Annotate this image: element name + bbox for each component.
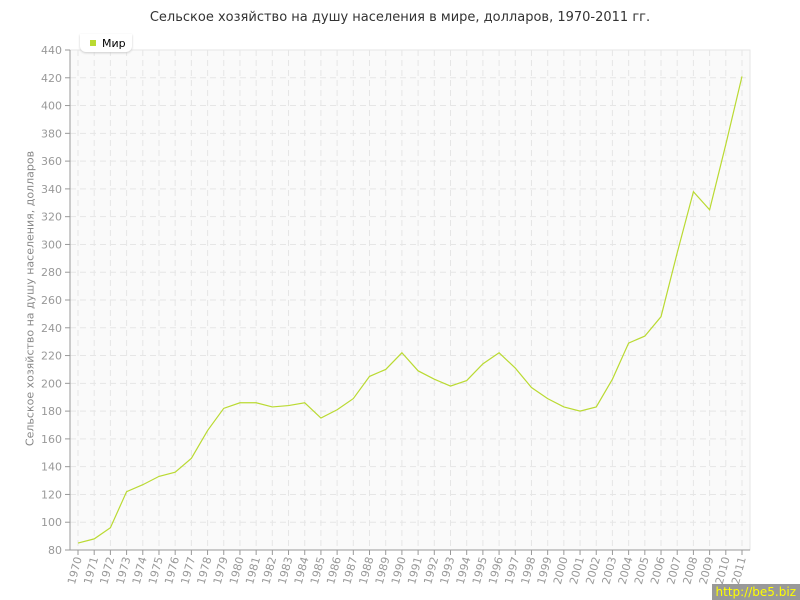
y-tick-label: 300 bbox=[41, 238, 62, 251]
data-point bbox=[109, 526, 112, 529]
data-point bbox=[676, 251, 679, 254]
data-point bbox=[530, 386, 533, 389]
data-point bbox=[643, 335, 646, 338]
data-point bbox=[611, 378, 614, 381]
data-point bbox=[222, 407, 225, 410]
data-point bbox=[562, 405, 565, 408]
data-point bbox=[238, 401, 241, 404]
data-point bbox=[481, 362, 484, 365]
chart-title: Сельское хозяйство на душу населения в м… bbox=[149, 10, 651, 25]
data-point bbox=[465, 379, 468, 382]
y-tick-label: 240 bbox=[41, 322, 62, 335]
data-point bbox=[417, 369, 420, 372]
data-point bbox=[433, 378, 436, 381]
data-point bbox=[627, 342, 630, 345]
y-tick-label: 260 bbox=[41, 294, 62, 307]
data-point bbox=[741, 75, 744, 78]
data-point bbox=[125, 490, 128, 493]
y-tick-label: 140 bbox=[41, 461, 62, 474]
data-point bbox=[546, 397, 549, 400]
data-point bbox=[141, 483, 144, 486]
y-tick-label: 360 bbox=[41, 155, 62, 168]
data-point bbox=[206, 429, 209, 432]
data-point bbox=[579, 410, 582, 413]
legend-swatch bbox=[90, 40, 96, 46]
legend-label: Мир bbox=[102, 36, 126, 50]
data-point bbox=[449, 385, 452, 388]
series-line bbox=[77, 76, 743, 544]
data-point bbox=[336, 408, 339, 411]
y-tick-label: 320 bbox=[41, 211, 62, 224]
data-point bbox=[190, 457, 193, 460]
y-tick-label: 420 bbox=[41, 72, 62, 85]
y-tick-label: 100 bbox=[41, 516, 62, 529]
data-point bbox=[368, 375, 371, 378]
data-point bbox=[514, 367, 517, 370]
y-tick-label: 400 bbox=[41, 100, 62, 113]
y-tick-label: 160 bbox=[41, 433, 62, 446]
data-point bbox=[724, 143, 727, 146]
y-tick-label: 200 bbox=[41, 377, 62, 390]
y-tick-label: 80 bbox=[48, 544, 62, 557]
data-point bbox=[319, 417, 322, 420]
data-point bbox=[708, 208, 711, 211]
data-point bbox=[384, 368, 387, 371]
y-tick-label: 120 bbox=[41, 488, 62, 501]
data-point bbox=[303, 401, 306, 404]
data-point bbox=[255, 401, 258, 404]
y-tick-label: 180 bbox=[41, 405, 62, 418]
data-point bbox=[287, 404, 290, 407]
data-point bbox=[93, 537, 96, 540]
data-point bbox=[157, 475, 160, 478]
y-tick-label: 380 bbox=[41, 127, 62, 140]
y-tick-label: 440 bbox=[41, 44, 62, 57]
y-tick-label: 220 bbox=[41, 350, 62, 363]
data-point bbox=[174, 471, 177, 474]
data-point bbox=[77, 542, 80, 545]
data-point bbox=[400, 351, 403, 354]
data-point bbox=[352, 397, 355, 400]
data-point bbox=[660, 315, 663, 318]
y-tick-label: 280 bbox=[41, 266, 62, 279]
data-point bbox=[271, 405, 274, 408]
legend[interactable]: Мир bbox=[80, 34, 132, 52]
watermark[interactable]: http://be5.biz bbox=[711, 584, 800, 600]
data-point bbox=[595, 405, 598, 408]
y-tick-label: 340 bbox=[41, 183, 62, 196]
data-point bbox=[498, 351, 501, 354]
data-point bbox=[692, 190, 695, 193]
